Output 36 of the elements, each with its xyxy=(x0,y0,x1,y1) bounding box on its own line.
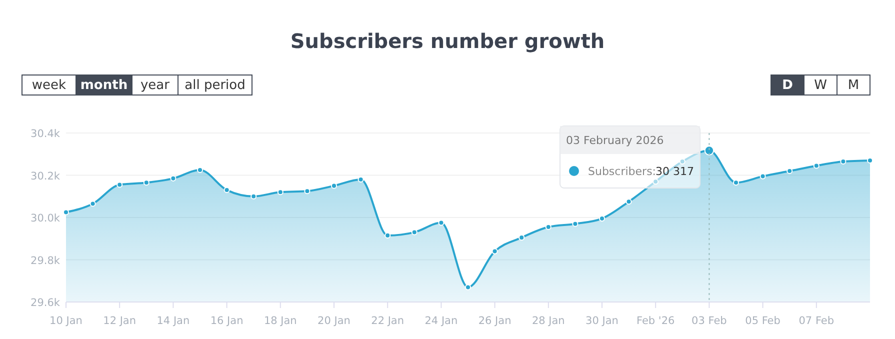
y-tick-label: 30.0k xyxy=(30,212,61,224)
x-tick-label: 12 Jan xyxy=(103,315,136,327)
point xyxy=(492,248,498,254)
y-tick-label: 29.8k xyxy=(30,254,61,267)
x-tick-label: 30 Jan xyxy=(586,315,618,327)
point xyxy=(626,198,632,205)
x-tick-label: 05 Feb xyxy=(745,315,781,327)
point xyxy=(464,284,472,290)
button-group: week month year all period xyxy=(22,74,252,96)
y-tick-label: 30.4k xyxy=(30,128,61,140)
point xyxy=(224,187,230,194)
x-tick-label: 10 Jan xyxy=(50,315,82,327)
x-tick-label: 14 Jan xyxy=(156,315,190,327)
x-tick-label: 16 Jan xyxy=(210,315,244,327)
button-group: D W M xyxy=(770,74,870,96)
x-tick-label: 22 Jan xyxy=(371,315,404,327)
x-tick-label: 18 Jan xyxy=(264,315,297,327)
x-tick-label: 03 Feb xyxy=(692,315,728,327)
x-tick-label: 28 Jan xyxy=(532,315,565,327)
point xyxy=(330,182,338,189)
point xyxy=(598,216,606,222)
y-tick-label: 30.2k xyxy=(30,170,61,182)
x-tick-label: 20 Jan xyxy=(318,315,350,327)
x-tick-label: 07 Feb xyxy=(798,315,834,327)
x-tick-label: Feb '26 xyxy=(636,315,675,327)
y-tick-label: 29.6k xyxy=(30,297,61,309)
x-tick-label: 26 Jan xyxy=(478,315,512,327)
point xyxy=(732,180,740,186)
data-label: 30 317 xyxy=(656,165,694,178)
annotation: 03 February 2026 xyxy=(566,134,664,147)
point xyxy=(652,178,659,185)
chart-title: Subscribers number growth xyxy=(290,29,605,53)
point xyxy=(679,158,686,165)
annotation: Subscribers: xyxy=(588,165,656,178)
point xyxy=(170,175,176,182)
x-tick-label: 24 Jan xyxy=(424,315,458,327)
